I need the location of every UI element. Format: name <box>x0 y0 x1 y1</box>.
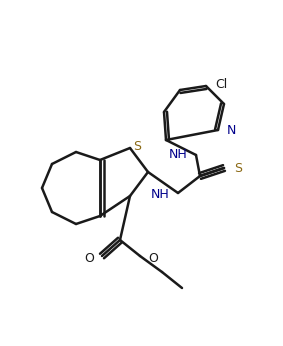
Text: N: N <box>227 125 236 137</box>
Text: O: O <box>84 253 94 265</box>
Text: NH: NH <box>169 147 188 161</box>
Text: S: S <box>133 139 141 153</box>
Text: S: S <box>234 163 242 175</box>
Text: Cl: Cl <box>215 78 227 91</box>
Text: NH: NH <box>151 188 170 200</box>
Text: O: O <box>148 253 158 265</box>
